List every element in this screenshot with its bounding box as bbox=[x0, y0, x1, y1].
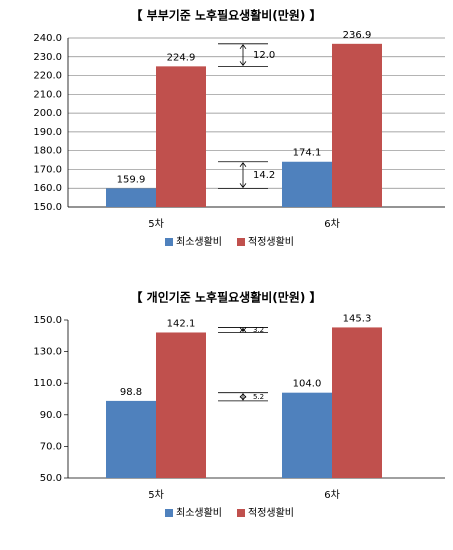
x-tick-label: 6차 bbox=[324, 218, 340, 230]
data-label: 145.3 bbox=[343, 313, 372, 324]
bar bbox=[156, 66, 206, 207]
arrow-head bbox=[239, 162, 247, 189]
annotation: 14.2 bbox=[253, 170, 275, 181]
bar bbox=[282, 161, 332, 207]
y-tick-label: 150.0 bbox=[33, 315, 62, 326]
data-label: 236.9 bbox=[343, 30, 372, 41]
data-label: 104.0 bbox=[293, 379, 322, 390]
annotation: 3.2 bbox=[253, 326, 264, 334]
y-tick-label: 110.0 bbox=[33, 378, 62, 389]
y-tick-label: 150.0 bbox=[33, 202, 62, 213]
arrow-head bbox=[239, 44, 247, 67]
legend-label: 적정생활비 bbox=[248, 506, 294, 519]
bar bbox=[106, 188, 156, 207]
arrow-head bbox=[239, 393, 247, 401]
annotation: 12.0 bbox=[253, 50, 275, 61]
y-tick-label: 190.0 bbox=[33, 127, 62, 138]
bar bbox=[332, 327, 382, 478]
annotation: 5.2 bbox=[253, 393, 264, 401]
data-label: 224.9 bbox=[167, 52, 196, 63]
y-tick-label: 130.0 bbox=[33, 347, 62, 358]
legend-label: 적정생활비 bbox=[248, 235, 294, 248]
data-label: 142.1 bbox=[167, 318, 196, 329]
bar bbox=[332, 43, 382, 208]
legend-label: 최소생활비 bbox=[176, 235, 222, 248]
y-tick-label: 240.0 bbox=[33, 33, 62, 44]
legend-swatch bbox=[237, 509, 245, 517]
y-tick-label: 220.0 bbox=[33, 71, 62, 82]
x-tick-label: 6차 bbox=[324, 489, 340, 501]
chart-title: 【 부부기준 노후필요생활비(만원) 】 bbox=[130, 8, 321, 23]
legend-swatch bbox=[165, 509, 173, 517]
y-tick-label: 170.0 bbox=[33, 164, 62, 175]
x-tick-label: 5차 bbox=[148, 489, 164, 501]
bar bbox=[156, 332, 206, 478]
y-tick-label: 50.0 bbox=[40, 473, 62, 484]
bar bbox=[282, 392, 332, 478]
y-tick-label: 200.0 bbox=[33, 108, 62, 119]
x-tick-label: 5차 bbox=[148, 218, 164, 230]
y-tick-label: 70.0 bbox=[40, 441, 62, 452]
data-label: 159.9 bbox=[117, 174, 146, 185]
chart-title: 【 개인기준 노후필요생활비(만원) 】 bbox=[130, 290, 321, 305]
arrow-head bbox=[239, 327, 247, 333]
y-tick-label: 90.0 bbox=[40, 410, 62, 421]
legend-label: 최소생활비 bbox=[176, 506, 222, 519]
legend-swatch bbox=[165, 238, 173, 246]
legend-swatch bbox=[237, 238, 245, 246]
y-tick-label: 210.0 bbox=[33, 89, 62, 100]
data-label: 174.1 bbox=[293, 148, 322, 159]
data-label: 98.8 bbox=[120, 387, 142, 398]
y-tick-label: 160.0 bbox=[33, 183, 62, 194]
y-tick-label: 180.0 bbox=[33, 146, 62, 157]
y-tick-label: 230.0 bbox=[33, 52, 62, 63]
bar bbox=[106, 400, 156, 478]
